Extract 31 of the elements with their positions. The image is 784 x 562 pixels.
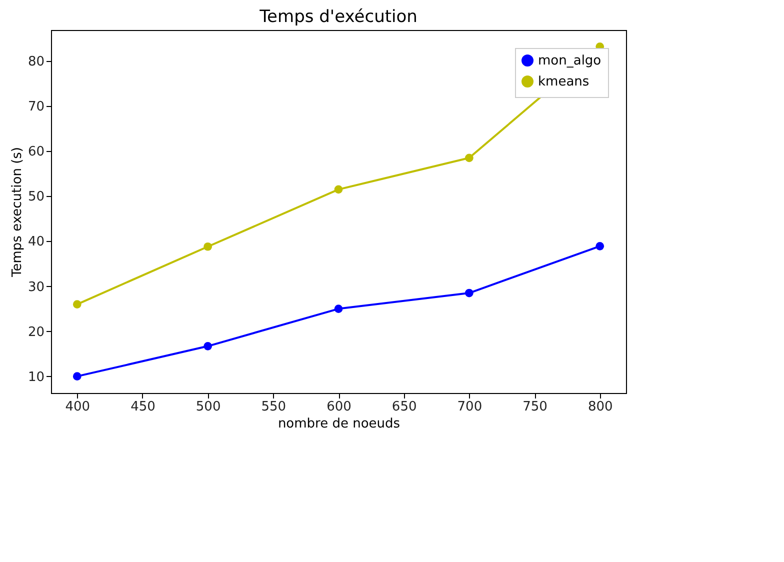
- y-tick-label: 70: [28, 100, 44, 115]
- point: [72, 372, 82, 381]
- point: [204, 342, 212, 350]
- point: [72, 300, 82, 308]
- y-tick-label: 10: [28, 370, 44, 385]
- point: [465, 288, 474, 298]
- y-tick-label: 30: [28, 280, 44, 295]
- chart-title: Temps d'exécution: [258, 7, 418, 27]
- point: [465, 154, 474, 162]
- legend-label: kmeans: [538, 74, 590, 90]
- point: [334, 304, 343, 313]
- x-tick-label: 650: [392, 400, 417, 414]
- x-tick-label: 750: [522, 400, 548, 414]
- y-tick-label: 40: [28, 234, 44, 250]
- y-tick-label: 50: [28, 190, 44, 205]
- x-tick-label: 600: [326, 400, 352, 414]
- point: [596, 242, 604, 250]
- x-tick-label: 500: [196, 400, 221, 414]
- x-tick-label: 400: [65, 400, 90, 414]
- x-tick-label: 800: [588, 400, 613, 414]
- x-tick-label: 450: [130, 400, 156, 414]
- point: [334, 185, 343, 194]
- y-tick-label: 80: [28, 54, 44, 70]
- y-axis-title: Temps execution (s): [10, 147, 25, 278]
- point: [204, 242, 212, 251]
- y-tick-label: 20: [28, 324, 44, 340]
- legend-label: mon_algo: [538, 54, 602, 68]
- x-tick-label: 700: [457, 400, 482, 414]
- x-axis-title: nombre de noeuds: [278, 416, 400, 432]
- x-tick-label: 550: [261, 400, 286, 414]
- y-tick-label: 60: [28, 144, 44, 160]
